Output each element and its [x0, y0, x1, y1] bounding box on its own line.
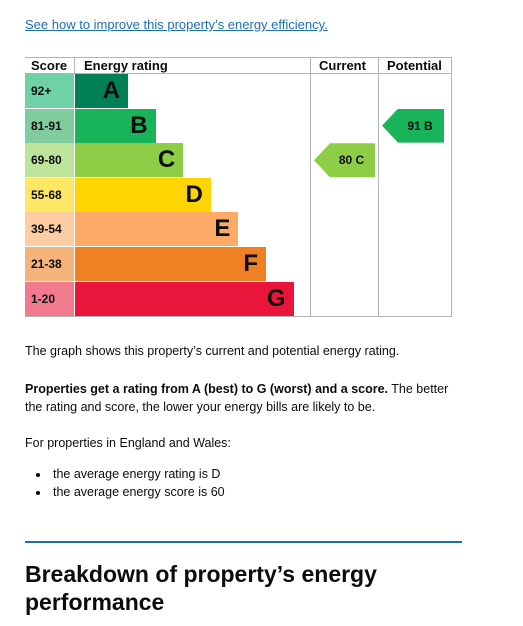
band-score-e: 39-54 [25, 212, 74, 247]
band-bar-b: B [75, 108, 156, 143]
band-bar-c: C [75, 143, 184, 178]
section-divider [25, 541, 462, 543]
ratings-explanation: Properties get a rating from A (best) to… [25, 380, 465, 416]
potential-column-divider [378, 57, 379, 317]
table-bottom-border [25, 316, 452, 317]
graph-description: The graph shows this property’s current … [25, 344, 400, 358]
table-top-border [25, 57, 452, 58]
band-score-b: 81-91 [25, 108, 74, 143]
band-bar-d: D [75, 177, 211, 212]
band-score-f: 21-38 [25, 247, 74, 281]
ratings-explanation-rest: The better the rating and score, the low… [25, 382, 449, 414]
score-divider [74, 57, 75, 74]
breakdown-heading: Breakdown of property’s energy performan… [25, 561, 377, 615]
england-wales-intro: For properties in England and Wales: [25, 436, 231, 450]
score-header: Score [31, 58, 68, 73]
average-list: the average energy rating is D the avera… [25, 466, 225, 501]
energy-rating-chart: Score Energy rating Current Potential 92… [25, 57, 452, 317]
header-divider [25, 73, 452, 74]
band-bar-a: A [75, 74, 128, 108]
average-score-item: the average energy score is 60 [25, 484, 225, 502]
energy-rating-header: Energy rating [84, 58, 168, 73]
band-score-g: 1-20 [25, 281, 74, 316]
potential-rating-arrow: 91 B [382, 108, 444, 143]
current-header: Current [319, 58, 366, 73]
average-rating-item: the average energy rating is D [25, 466, 225, 484]
band-bar-e: E [75, 212, 239, 247]
band-score-d: 55-68 [25, 177, 74, 212]
potential-header: Potential [387, 58, 442, 73]
current-column-divider [310, 57, 311, 317]
band-score-a: 92+ [25, 74, 74, 108]
table-right-border [451, 57, 452, 317]
current-rating-arrow: 80 C [314, 143, 375, 178]
band-bar-g: G [75, 281, 294, 316]
band-score-c: 69-80 [25, 143, 74, 178]
ratings-explanation-bold: Properties get a rating from A (best) to… [25, 382, 389, 396]
band-bar-f: F [75, 247, 266, 281]
improve-efficiency-link[interactable]: See how to improve this property’s energ… [25, 17, 328, 32]
